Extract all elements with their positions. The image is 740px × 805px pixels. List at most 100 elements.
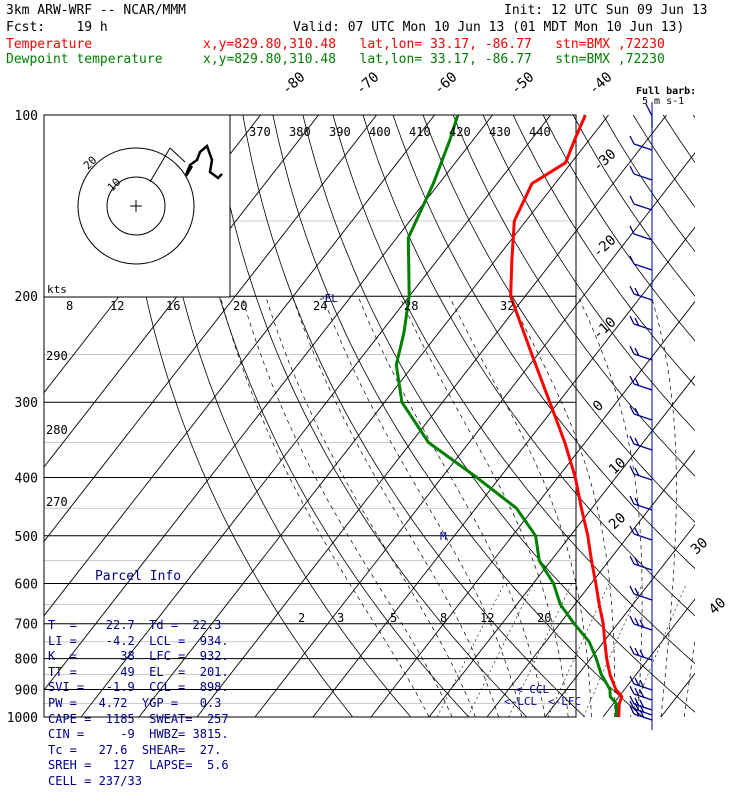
isotherm-line <box>719 115 740 717</box>
dry-adiabat-label: 420 <box>449 125 471 139</box>
valid-time: Valid: 07 UTC Mon 10 Jun 13 (01 MDT Mon … <box>293 20 685 35</box>
hodograph-shear-line <box>169 147 186 163</box>
moist-adiabat <box>683 636 695 718</box>
model-title: 3km ARW-WRF -- NCAR/MMM <box>6 3 187 18</box>
parcel-info-row: CELL = 237/33 <box>48 773 142 788</box>
pressure-label: 200 <box>15 290 38 305</box>
mixing-ratio-upper-label: 32 <box>500 299 514 313</box>
hodograph-units: kts <box>47 283 67 296</box>
dry-adiabat <box>332 115 695 665</box>
mixing-ratio-label: 2 <box>298 611 305 625</box>
pressure-label: 500 <box>15 530 38 545</box>
wind-barb <box>629 315 653 331</box>
wind-barb <box>629 345 653 361</box>
temperature-profile <box>509 114 624 718</box>
dry-adiabat <box>723 115 740 717</box>
wind-barb <box>629 435 653 451</box>
wind-barb <box>629 495 653 511</box>
parcel-info-row: CIN = -9 HWBZ= 3815. <box>48 727 229 742</box>
isotherm-line <box>602 598 695 718</box>
wind-barb <box>629 285 653 301</box>
mixing-ratio-label: 8 <box>440 611 447 625</box>
dry-adiabat <box>152 115 412 718</box>
pressure-label: 400 <box>15 471 38 486</box>
dry-adiabat <box>242 115 585 718</box>
dry-adiabat <box>182 115 469 718</box>
wind-barb <box>629 525 653 541</box>
hodograph-ring <box>106 176 166 236</box>
parcel-info-row: Tc = 27.6 SHEAR= 27. <box>48 742 222 757</box>
isotherm-line <box>44 115 319 468</box>
isotherm-line <box>660 672 695 718</box>
barb-legend-title: Full barb: <box>636 86 696 97</box>
mixing-ratio-upper-label: 28 <box>404 299 418 313</box>
moist-adiabat <box>241 296 453 718</box>
theta-side-label: 290 <box>46 349 68 363</box>
moist-adiabat <box>508 296 616 718</box>
dry-adiabat-label: 430 <box>489 125 511 139</box>
wind-barb <box>629 225 653 241</box>
pressure-label: 800 <box>15 653 38 668</box>
pressure-label: 100 <box>15 109 38 124</box>
dewpoint-profile <box>394 114 618 718</box>
isotherm-label: 30 <box>688 535 711 558</box>
mixing-ratio-line <box>467 583 534 718</box>
parcel-info-row: LI = -4.2 LCL = 934. <box>48 633 229 648</box>
pressure-label: 700 <box>15 618 38 633</box>
parcel-info-row: PW = 4.72 YGP = 0.3 <box>48 695 222 710</box>
moist-adiabat <box>651 296 677 718</box>
wind-barb <box>629 695 653 711</box>
theta-side-label: 270 <box>46 495 68 509</box>
isotherm-label: -80 <box>279 69 309 98</box>
dry-adiabat <box>632 115 695 208</box>
dewpoint-legend: Dewpoint temperature <box>6 52 163 67</box>
wind-barb <box>629 255 653 271</box>
parcel-info-row: K = 38 LFC = 932. <box>48 649 229 664</box>
parcel-info-row: TT = 49 EL = 201. <box>48 664 229 679</box>
temperature-legend: Temperature <box>6 37 93 52</box>
isotherm-line <box>196 115 667 718</box>
barb-legend-icon <box>645 103 653 128</box>
wind-barb <box>629 555 653 571</box>
isotherm-line <box>486 449 695 718</box>
wind-barb <box>629 675 653 691</box>
mixing-ratio-label: 20 <box>537 611 551 625</box>
moist-adiabat <box>265 296 476 718</box>
mixing-ratio-upper-label: 12 <box>110 299 124 313</box>
parcel-info-panel: Parcel Info T = 22.7 Td = 22.3 LI = -4.2 … <box>48 538 229 805</box>
wind-barb <box>629 615 653 631</box>
mixing-ratio-upper-label: 24 <box>313 299 327 313</box>
hodograph-ring <box>77 147 195 265</box>
wind-barb <box>629 165 653 181</box>
mixing-ratio-upper-label: 16 <box>166 299 180 313</box>
dry-adiabat <box>662 115 695 164</box>
wind-barb <box>629 405 653 421</box>
wind-barb <box>629 585 653 601</box>
dry-adiabat <box>362 115 695 617</box>
pressure-label: 1000 <box>7 711 38 726</box>
mixing-ratio-upper-label: 8 <box>66 299 73 313</box>
wind-barb <box>629 685 653 701</box>
init-time: Init: 12 UTC Sun 09 Jun 13 <box>504 3 708 18</box>
moist-adiabat <box>448 296 592 718</box>
isotherm-label: -10 <box>590 314 620 343</box>
isotherm-label: 10 <box>606 455 629 478</box>
isotherm-line <box>544 523 695 718</box>
dry-adiabat <box>122 115 354 718</box>
barb-legend-units: 5 m s-1 <box>642 96 684 107</box>
pressure-label: 300 <box>15 396 38 411</box>
isotherm-line <box>44 115 493 691</box>
hodograph-shear-line <box>149 147 171 183</box>
parcel-info-title: Parcel Info <box>94 569 182 585</box>
wind-barb <box>629 705 653 721</box>
wind-barb <box>629 700 653 716</box>
wind-barb <box>629 195 653 211</box>
dry-adiabat-label: 400 <box>369 125 391 139</box>
dry-adiabat <box>482 115 695 432</box>
ccl-marker: < CCL <box>516 683 549 696</box>
parcel-info-row: SVI = -1.9 CCL = 898. <box>48 680 229 695</box>
hodograph-trace <box>184 143 223 180</box>
dry-adiabat-label: 440 <box>529 125 551 139</box>
theta-side-label: 280 <box>46 423 68 437</box>
dry-adiabat-label: 380 <box>289 125 311 139</box>
